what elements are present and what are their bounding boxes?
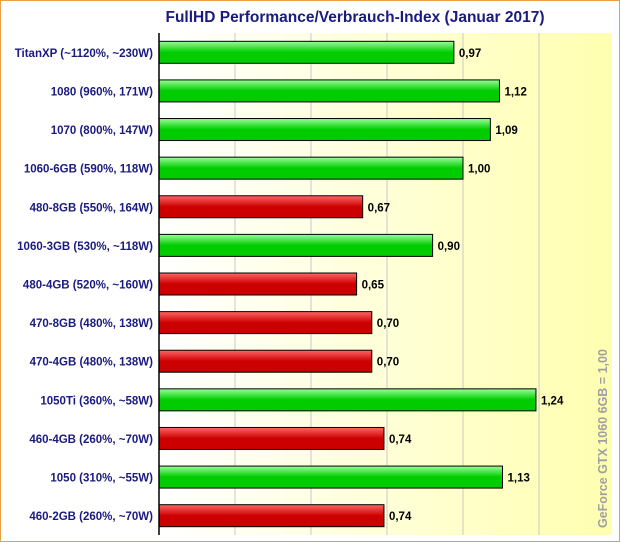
- value-label: 0,70: [377, 318, 399, 330]
- reference-note: GeForce GTX 1060 6GB = 1,00: [596, 349, 610, 528]
- chart-title: FullHD Performance/Verbrauch-Index (Janu…: [165, 9, 544, 26]
- category-label: 460-4GB (260%, ~70W): [29, 434, 153, 446]
- bar-4: [158, 195, 364, 219]
- bar-7: [158, 311, 373, 335]
- value-label: 0,74: [389, 434, 412, 446]
- bar-0: [158, 40, 455, 64]
- value-label: 1,24: [541, 395, 564, 407]
- category-label: 460-2GB (260%, ~70W): [29, 511, 153, 523]
- value-label: 0,65: [362, 280, 385, 292]
- value-label: 1,00: [468, 164, 490, 176]
- value-label: 1,13: [508, 473, 530, 485]
- value-label: 1,09: [495, 125, 517, 137]
- bars: [158, 40, 537, 528]
- category-label: 470-8GB (480%, 138W): [30, 318, 154, 330]
- category-label: 1050Ti (360%, ~58W): [40, 395, 153, 407]
- bar-9: [158, 388, 537, 412]
- value-label: 0,74: [389, 511, 412, 523]
- bar-5: [158, 233, 434, 257]
- bar-3: [158, 156, 464, 180]
- value-label: 0,67: [368, 202, 390, 214]
- bar-11: [158, 465, 504, 489]
- category-label: 480-4GB (520%, ~160W): [23, 280, 153, 292]
- bar-2: [158, 118, 491, 142]
- category-label: 470-4GB (480%, 138W): [30, 357, 154, 369]
- category-labels: TitanXP (~1120%, ~230W) 1080 (960%, 171W)…: [15, 48, 153, 523]
- bar-12: [158, 504, 385, 528]
- value-label: 1,12: [504, 86, 526, 98]
- value-label: 0,90: [438, 241, 460, 253]
- category-label: 1070 (800%, 147W): [51, 125, 153, 137]
- category-label: 1060-3GB (530%, ~118W): [17, 241, 153, 253]
- category-label: 1080 (960%, 171W): [51, 86, 153, 98]
- category-label: 1060-6GB (590%, 118W): [24, 164, 153, 176]
- value-label: 0,97: [459, 48, 481, 60]
- bar-6: [158, 272, 358, 296]
- category-label: TitanXP (~1120%, ~230W): [15, 48, 153, 60]
- bar-8: [158, 349, 373, 373]
- bar-1: [158, 79, 500, 103]
- category-label: 480-8GB (550%, 164W): [30, 202, 154, 214]
- category-label: 1050 (310%, ~55W): [50, 473, 153, 485]
- bar-10: [158, 426, 385, 450]
- value-label: 0,70: [377, 357, 399, 369]
- value-labels: 0,97 1,12 1,09 1,00 0,67 0,90 0,65 0,70 0,70 1,24…: [362, 48, 564, 523]
